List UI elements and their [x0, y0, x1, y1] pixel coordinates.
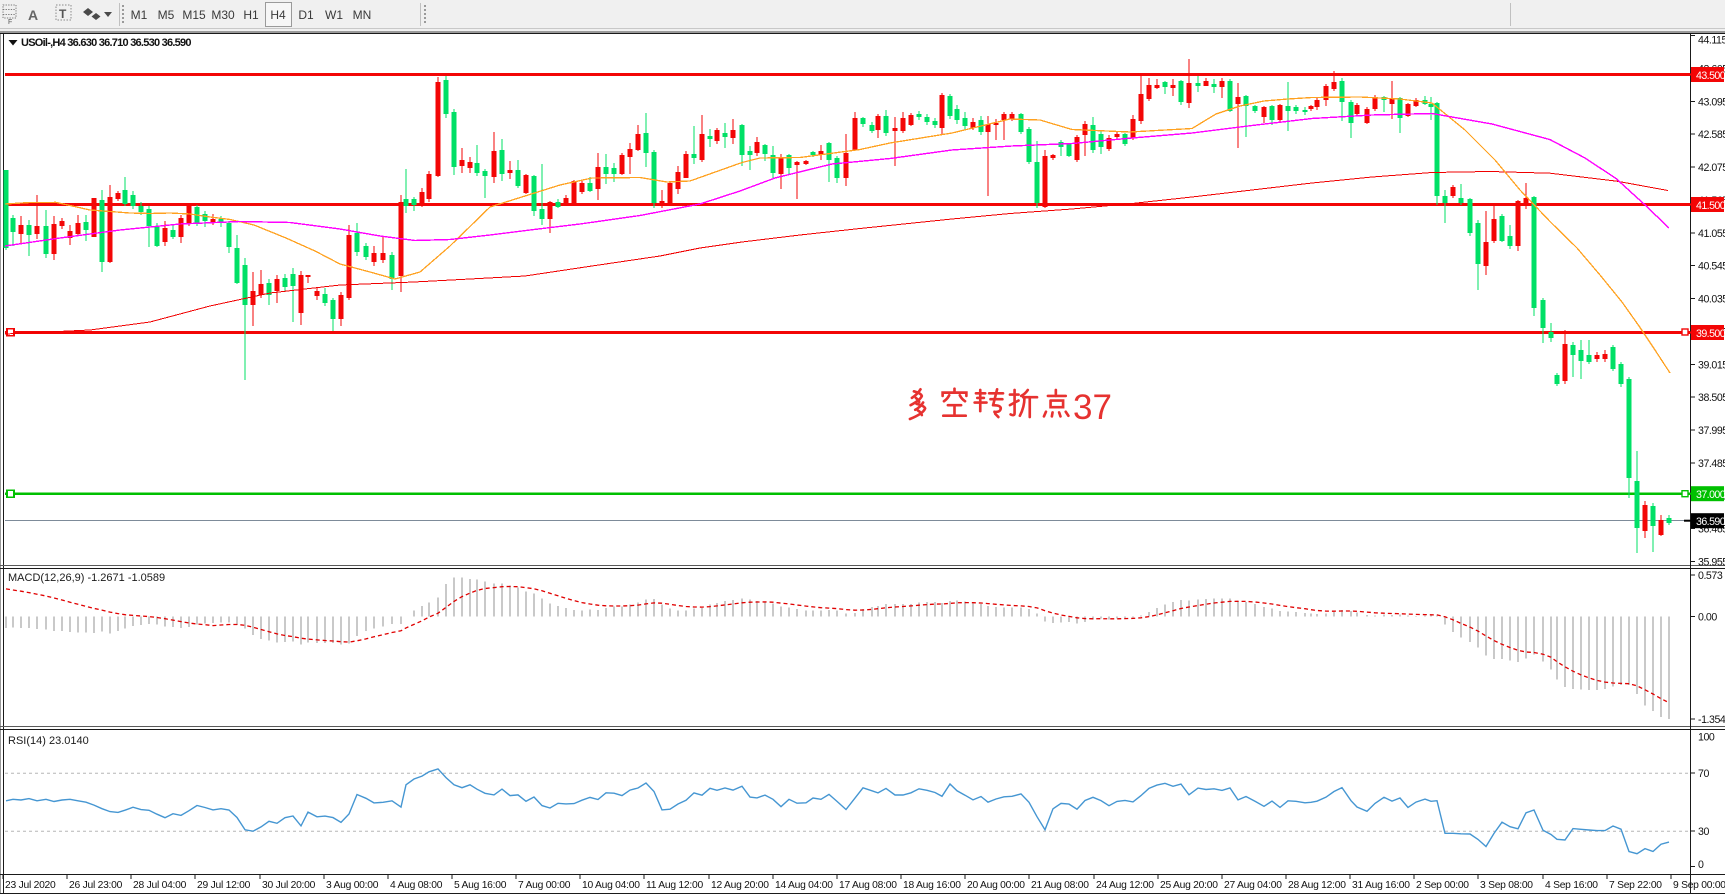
svg-text:3 Sep 08:00: 3 Sep 08:00 [1480, 880, 1533, 891]
svg-text:18 Aug 16:00: 18 Aug 16:00 [903, 880, 961, 891]
svg-text:42.075: 42.075 [1698, 162, 1725, 174]
svg-text:30 Jul 20:00: 30 Jul 20:00 [262, 880, 316, 891]
svg-text:39.500: 39.500 [1696, 328, 1725, 340]
svg-text:21 Aug 08:00: 21 Aug 08:00 [1031, 880, 1089, 891]
svg-text:11 Aug 12:00: 11 Aug 12:00 [646, 880, 703, 891]
svg-text:42.585: 42.585 [1698, 129, 1725, 141]
svg-text:28 Aug 12:00: 28 Aug 12:00 [1288, 880, 1346, 891]
svg-text:25 Aug 20:00: 25 Aug 20:00 [1160, 880, 1218, 891]
svg-text:MN: MN [353, 8, 372, 22]
svg-text:H4: H4 [270, 8, 286, 22]
svg-text:MACD(12,26,9) -1.2671 -1.0589: MACD(12,26,9) -1.2671 -1.0589 [8, 572, 165, 584]
svg-text:12 Aug 20:00: 12 Aug 20:00 [711, 880, 769, 891]
svg-text:44.115: 44.115 [1698, 35, 1725, 47]
svg-text:40.035: 40.035 [1698, 294, 1725, 306]
svg-text:7 Sep 22:00: 7 Sep 22:00 [1609, 880, 1662, 891]
svg-text:T: T [59, 7, 67, 21]
svg-text:M1: M1 [131, 8, 148, 22]
svg-text:38.505: 38.505 [1698, 392, 1725, 404]
svg-text:7 Aug 00:00: 7 Aug 00:00 [518, 880, 571, 891]
svg-text:14 Aug 04:00: 14 Aug 04:00 [775, 880, 833, 891]
svg-text:24 Aug 12:00: 24 Aug 12:00 [1096, 880, 1154, 891]
svg-text:37.485: 37.485 [1698, 458, 1725, 470]
svg-text:41.055: 41.055 [1698, 228, 1725, 240]
svg-text:37: 37 [1073, 388, 1112, 427]
svg-text:5 Aug 16:00: 5 Aug 16:00 [454, 880, 507, 891]
svg-text:35.955: 35.955 [1698, 556, 1725, 568]
svg-text:RSI(14) 23.0140: RSI(14) 23.0140 [8, 735, 89, 747]
svg-text:A: A [28, 7, 38, 23]
svg-text:F: F [8, 19, 12, 26]
svg-text:D1: D1 [298, 8, 314, 22]
svg-text:2 Sep 00:00: 2 Sep 00:00 [1416, 880, 1469, 891]
svg-text:37.995: 37.995 [1698, 425, 1725, 437]
svg-text:31 Aug 16:00: 31 Aug 16:00 [1352, 880, 1410, 891]
svg-text:0.00: 0.00 [1698, 612, 1717, 624]
svg-text:37.000: 37.000 [1696, 489, 1725, 501]
svg-text:36.590: 36.590 [1696, 516, 1725, 528]
svg-text:0.573: 0.573 [1698, 570, 1723, 582]
svg-text:43.095: 43.095 [1698, 96, 1725, 108]
svg-text:27 Aug 04:00: 27 Aug 04:00 [1224, 880, 1282, 891]
svg-text:26 Jul 23:00: 26 Jul 23:00 [69, 880, 123, 891]
svg-text:28 Jul 04:00: 28 Jul 04:00 [133, 880, 187, 891]
svg-text:4 Aug 08:00: 4 Aug 08:00 [390, 880, 443, 891]
svg-text:9 Sep 00:00: 9 Sep 00:00 [1673, 880, 1725, 891]
svg-text:M5: M5 [158, 8, 175, 22]
svg-text:39.015: 39.015 [1698, 359, 1725, 371]
svg-text:30: 30 [1698, 826, 1709, 838]
svg-text:M30: M30 [211, 8, 235, 22]
svg-text:3 Aug 00:00: 3 Aug 00:00 [326, 880, 379, 891]
svg-text:M15: M15 [182, 8, 206, 22]
svg-text:70: 70 [1698, 768, 1709, 780]
svg-text:40.545: 40.545 [1698, 261, 1725, 273]
svg-text:43.500: 43.500 [1696, 70, 1725, 82]
svg-text:10 Aug 04:00: 10 Aug 04:00 [582, 880, 640, 891]
svg-text:29 Jul 12:00: 29 Jul 12:00 [197, 880, 251, 891]
svg-text:W1: W1 [325, 8, 343, 22]
svg-text:H1: H1 [243, 8, 259, 22]
svg-text:20 Aug 00:00: 20 Aug 00:00 [967, 880, 1025, 891]
svg-text:100: 100 [1698, 732, 1715, 744]
svg-text:4 Sep 16:00: 4 Sep 16:00 [1545, 880, 1598, 891]
svg-text:23 Jul 2020: 23 Jul 2020 [5, 880, 56, 891]
svg-text:USOil-,H4 36.630 36.710 36.53: USOil-,H4 36.630 36.710 36.530 36.590 [21, 37, 191, 49]
svg-text:-1.3548: -1.3548 [1698, 714, 1725, 726]
svg-text:17 Aug 08:00: 17 Aug 08:00 [839, 880, 897, 891]
svg-text:0: 0 [1698, 859, 1704, 871]
svg-text:41.500: 41.500 [1696, 200, 1725, 212]
